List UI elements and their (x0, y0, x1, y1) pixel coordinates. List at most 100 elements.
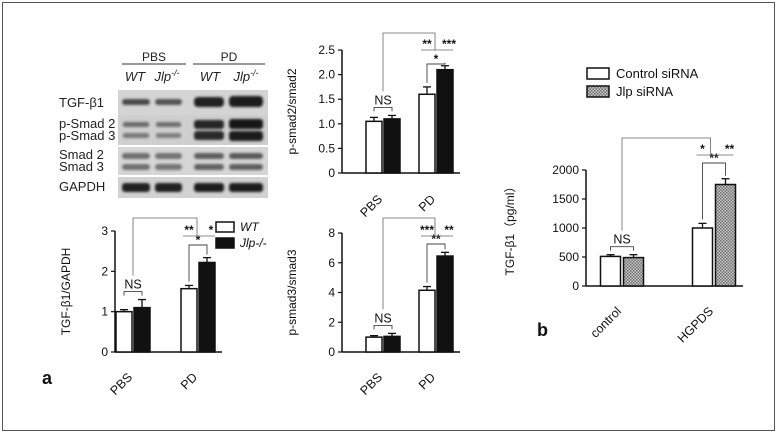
blot-bands (122, 96, 263, 192)
blot-row-label-smad2: Smad 2 (59, 147, 104, 162)
ns-bracket-smad3 (373, 324, 393, 330)
y-tick-label-smad3: 2 (328, 315, 335, 329)
within-sig-tgf: * (196, 233, 201, 247)
chart-elisa: 0 500 1000 1500 2000 TGF-β1（pg/ml） control HGPD… (503, 137, 743, 346)
cross-bracket-tgf (132, 217, 198, 276)
ns-bracket-elisa (610, 246, 634, 251)
cross-bracket-smad2 (382, 32, 436, 92)
y-axis-label-smad3: p-smad3/smad3 (285, 249, 299, 335)
band-smad3-3 (194, 164, 224, 170)
bar-tgf (180, 287, 198, 353)
bar-smad2 (436, 68, 454, 174)
bar-elisa (599, 255, 622, 287)
y-tick-label-smad2: 1.0 (318, 117, 335, 131)
cross-sig-ko-tgf: * (209, 223, 214, 237)
bar-tgf (133, 306, 151, 353)
category-label-elisa: HGPDS (675, 304, 716, 345)
legend-label-control-sirna: Control siRNA (616, 66, 699, 81)
y-tick-label-elisa: 500 (559, 250, 579, 264)
within-bracket-smad3 (426, 243, 446, 283)
y-tick-label-smad2: 2.5 (318, 43, 335, 57)
cross-sig-wt-elisa: * (700, 142, 705, 156)
y-tick-label-elisa: 1500 (552, 192, 579, 206)
bar-smad2 (418, 93, 436, 174)
legend-wt-ko: WT Jlp-/- (215, 220, 267, 250)
band-psmad3-1 (123, 133, 149, 138)
bar-smad3 (418, 289, 436, 353)
band-smad2-1 (122, 153, 150, 159)
category-label-smad2: PD (416, 192, 438, 214)
band-psmad3-4 (229, 131, 263, 141)
within-bracket-tgf (188, 244, 208, 282)
cross-sig-wt-tgf: ** (184, 223, 194, 237)
blot-lane-2: Jlp-/- (153, 68, 179, 84)
legend-swatch-jlp-sirna (586, 85, 610, 98)
within-sig-smad3: ** (431, 232, 441, 246)
y-tick-label-smad3: 0 (328, 345, 335, 359)
y-tick-label-smad2: 2.0 (318, 68, 335, 82)
y-tick-label-smad3: 4 (328, 286, 335, 300)
blot-lane-1: WT (125, 69, 146, 84)
y-axis-label-smad2: p-smad2/smad2 (285, 68, 299, 154)
y-tick-label-smad3: 6 (328, 256, 335, 270)
band-psmad2-3 (194, 120, 224, 129)
legend-label-ko: Jlp-/- (239, 236, 267, 250)
within-bracket-elisa (702, 162, 726, 220)
band-smad2-2 (155, 153, 182, 159)
bar-smad3 (436, 255, 454, 353)
y-tick-label-smad3: 8 (328, 226, 335, 240)
category-label-tgf: PBS (108, 370, 136, 398)
blot-lane-4: Jlp-/- (232, 68, 258, 84)
blot-group-pbs: PBS (142, 50, 166, 64)
ns-bracket-tgf (123, 291, 143, 296)
band-psmad2-2 (156, 122, 181, 127)
ns-label-smad2: NS (374, 93, 391, 107)
band-gapdh-2 (155, 183, 182, 192)
y-tick-label-elisa: 0 (572, 279, 579, 293)
band-psmad2-4 (229, 119, 263, 129)
y-tick-label-smad2: 0.5 (318, 141, 335, 155)
within-bracket-smad2 (426, 62, 446, 83)
bar-tgf (115, 310, 133, 353)
ns-label-smad3: NS (374, 311, 391, 325)
category-label-smad3: PD (416, 370, 438, 392)
ns-label-tgf: NS (124, 278, 141, 292)
blot-row-label-gapdh: GAPDH (59, 179, 105, 194)
band-gapdh-4 (229, 183, 263, 192)
y-tick-label-elisa: 2000 (552, 163, 579, 177)
figure-frame (2, 2, 775, 431)
cross-sig-ko-smad3: ** (444, 223, 454, 237)
legend-swatch-control-sirna (586, 67, 610, 80)
band-tgf-3 (194, 97, 224, 107)
blot-row-label-tgf: TGF-β1 (59, 95, 104, 110)
western-blot: PBS PD WT Jlp-/- WT Jlp-/- TGF-β1 p-Smad… (59, 50, 268, 198)
legend-sirna: Control siRNA Jlp siRNA (586, 66, 699, 99)
band-psmad3-3 (194, 131, 224, 140)
y-tick-label-tgf: 2 (101, 264, 108, 278)
band-smad3-2 (155, 164, 182, 170)
bar-elisa (714, 183, 737, 287)
band-smad2-4 (229, 153, 263, 159)
blot-row-label-psmad2: p-Smad 2 (59, 116, 115, 131)
y-tick-label-tgf: 0 (101, 345, 108, 359)
bar-tgf (198, 261, 216, 353)
within-sig-elisa: ** (709, 151, 719, 165)
bar-smad3 (365, 336, 383, 353)
ns-label-elisa: NS (613, 233, 630, 247)
cross-sig-wt-smad3: *** (420, 223, 434, 237)
y-tick-label-elisa: 1000 (552, 221, 579, 235)
cross-sig-wt-smad2: ** (422, 37, 432, 51)
category-label-elisa: control (588, 304, 624, 340)
category-label-smad3: PBS (358, 370, 386, 398)
blot-strip-smad (118, 147, 268, 175)
panel-label-b: b (537, 320, 548, 340)
y-axis-label-tgf: TGF-β1/GAPDH (59, 248, 73, 336)
y-tick-label-tgf: 1 (101, 305, 108, 319)
band-gapdh-3 (194, 183, 224, 192)
legend-swatch-ko (215, 237, 235, 249)
legend-label-jlp-sirna: Jlp siRNA (616, 84, 673, 99)
band-psmad3-2 (156, 133, 181, 138)
